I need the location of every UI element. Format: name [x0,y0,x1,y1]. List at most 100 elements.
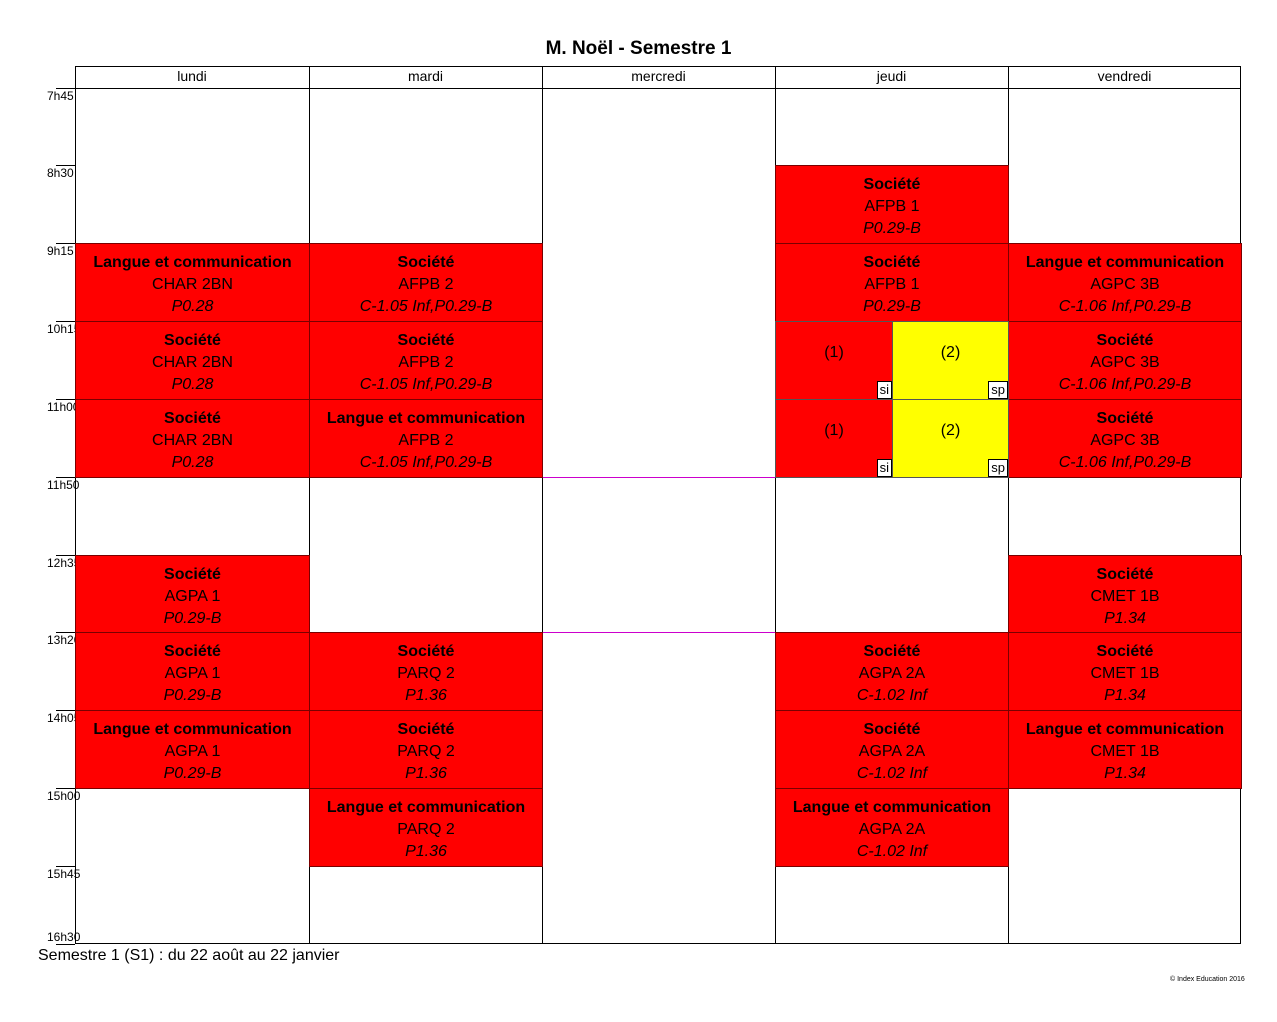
split-session-tag: si [876,459,892,477]
course-subject: Langue et communication [93,254,292,271]
course-subject: Langue et communication [1025,254,1225,271]
course-subject: Société [863,721,921,738]
course-room: C-1.02 Inf [856,765,928,782]
course-subject: Société [164,566,221,583]
time-label: 16h30 [47,930,81,944]
course-block[interactable]: Société CMET 1B P1.34 [1008,555,1242,633]
course-group: CHAR 2BN [152,276,233,293]
day-header-mercredi: mercredi [631,68,686,84]
course-block[interactable]: Société AFPB 2 C-1.05 Inf,P0.29-B [309,243,543,322]
time-label: 13h20 [47,633,81,647]
course-room: P1.34 [1104,610,1146,627]
course-subject: Langue et communication [792,799,992,816]
course-room: C-1.05 Inf,P0.29-B [359,298,493,315]
course-room: P0.28 [171,298,214,315]
column-divider [775,66,776,944]
split-session-right[interactable]: (2) sp [892,399,1009,478]
course-room: P0.29-B [863,298,921,315]
course-block[interactable]: Société AFPB 1 P0.29-B [775,165,1009,244]
course-subject: Société [164,332,221,349]
course-block[interactable]: Langue et communication PARQ 2 P1.36 [309,788,543,867]
split-session-tag: si [876,381,892,399]
time-tick [56,399,75,400]
course-group: PARQ 2 [397,665,455,682]
course-room: P0.29-B [163,765,222,782]
course-block[interactable]: Société AFPB 2 C-1.05 Inf,P0.29-B [309,321,543,400]
course-block[interactable]: Société AGPA 1 P0.29-B [75,632,310,711]
split-session-left[interactable]: (1) si [775,399,893,478]
course-group: AGPA 1 [164,588,221,605]
course-subject: Société [397,643,455,660]
course-block[interactable]: Société CMET 1B P1.34 [1008,632,1242,711]
course-block[interactable]: Langue et communication AFPB 2 C-1.05 Inf,… [309,399,543,478]
course-block[interactable]: Langue et communication CMET 1B P1.34 [1008,710,1242,789]
time-tick [56,477,75,478]
course-group: PARQ 2 [397,821,455,838]
time-tick [56,555,75,556]
course-subject: Société [863,643,921,660]
day-header-mardi: mardi [407,68,443,84]
course-block[interactable]: Société PARQ 2 P1.36 [309,710,543,789]
time-label: 11h50 [47,478,80,492]
course-room: P1.36 [405,765,447,782]
time-tick [56,88,75,89]
page-title: M. Noël - Semestre 1 [545,38,732,59]
course-group: CMET 1B [1090,743,1160,760]
course-room: C-1.05 Inf,P0.29-B [359,376,493,393]
day-header-jeudi: jeudi [876,68,907,84]
course-room: C-1.06 Inf,P0.29-B [1058,376,1192,393]
course-block[interactable]: Société AFPB 1 P0.29-B [775,243,1009,322]
course-block[interactable]: Langue et communication AGPA 1 P0.29-B [75,710,310,789]
split-session-right[interactable]: (2) sp [892,321,1009,400]
course-subject: Langue et communication [1025,721,1225,738]
course-room: C-1.05 Inf,P0.29-B [359,454,493,471]
course-room: P0.29-B [863,220,921,237]
course-block[interactable]: Langue et communication CHAR 2BN P0.28 [75,243,310,322]
course-block[interactable]: Langue et communication AGPC 3B C-1.06 Inf… [1008,243,1242,322]
course-block[interactable]: Société PARQ 2 P1.36 [309,632,543,711]
time-tick [56,944,75,945]
course-block[interactable]: Société AGPC 3B C-1.06 Inf,P0.29-B [1008,321,1242,400]
course-group: AGPC 3B [1090,432,1160,449]
course-block[interactable]: Société AGPA 1 P0.29-B [75,555,310,633]
course-group: AGPA 2A [858,665,926,682]
course-room: C-1.02 Inf [856,687,928,704]
course-group: CHAR 2BN [152,354,233,371]
course-room: P0.28 [171,376,214,393]
course-group: AGPA 2A [858,743,926,760]
split-session-label: (1) [824,422,844,439]
course-subject: Société [1096,332,1154,349]
course-subject: Société [863,254,921,271]
course-subject: Langue et communication [326,799,526,816]
course-room: P0.29-B [163,610,222,627]
split-session-left[interactable]: (1) si [775,321,893,400]
semester-footer: Semestre 1 (S1) : du 22 août au 22 janvi… [38,947,340,964]
course-block[interactable]: Société AGPC 3B C-1.06 Inf,P0.29-B [1008,399,1242,478]
time-label: 10h15 [47,322,81,336]
course-group: AGPA 2A [858,821,926,838]
time-label: 9h15 [47,244,74,258]
time-tick [56,165,75,166]
course-room: C-1.02 Inf [856,843,928,860]
course-block[interactable]: Langue et communication AGPA 2A C-1.02 Inf [775,788,1009,867]
course-block[interactable]: Société CHAR 2BN P0.28 [75,321,310,400]
course-room: P0.29-B [163,687,222,704]
grid-border [75,66,1241,944]
course-room: C-1.06 Inf,P0.29-B [1058,298,1192,315]
course-block[interactable]: Société CHAR 2BN P0.28 [75,399,310,478]
time-label: 11h00 [47,400,80,414]
time-tick [56,321,75,322]
course-room: C-1.06 Inf,P0.29-B [1058,454,1192,471]
course-room: P1.36 [405,687,447,704]
lunch-break-line [75,477,1241,478]
course-group: CHAR 2BN [152,432,233,449]
course-group: PARQ 2 [397,743,455,760]
time-tick [56,243,75,244]
course-block[interactable]: Société AGPA 2A C-1.02 Inf [775,632,1009,711]
course-block[interactable]: Société AGPA 2A C-1.02 Inf [775,710,1009,789]
course-group: AFPB 2 [398,276,454,293]
split-session-tag: sp [988,381,1008,399]
course-subject: Société [164,410,221,427]
header-separator [75,88,1241,89]
course-room: P1.34 [1104,765,1146,782]
